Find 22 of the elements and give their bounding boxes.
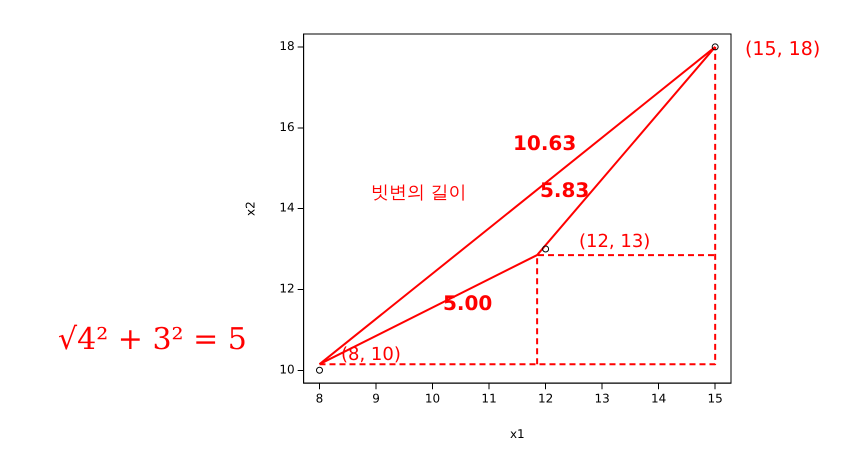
annotation: 10.63 — [513, 131, 576, 155]
annotation: 5.83 — [540, 178, 590, 202]
x-tick-label: 9 — [372, 392, 380, 406]
x-tick-label: 10 — [424, 392, 440, 406]
y-axis-title: x2 — [243, 201, 258, 216]
x-tick-label: 11 — [481, 392, 497, 406]
y-tick-label: 18 — [279, 39, 295, 54]
x-tick-label: 13 — [594, 392, 610, 406]
x-tick-label: 15 — [708, 392, 723, 406]
y-tick-label: 10 — [279, 362, 295, 376]
annotation: 빗변의 길이 — [371, 181, 467, 204]
text: (15, 18) — [745, 38, 820, 60]
x-tick-label: 12 — [538, 392, 554, 406]
y-tick-label: 14 — [279, 200, 295, 215]
x-tick-label: 8 — [316, 392, 324, 406]
annotation: 5.00 — [443, 291, 492, 315]
x-tick-label: 14 — [651, 392, 666, 406]
annotation: (12, 13) — [579, 231, 650, 252]
y-tick-label: 12 — [279, 282, 295, 296]
x-axis-title: x1 — [510, 426, 525, 441]
y-tick-label: 16 — [279, 120, 295, 134]
text: √4² + 3² = 5 — [58, 322, 247, 357]
